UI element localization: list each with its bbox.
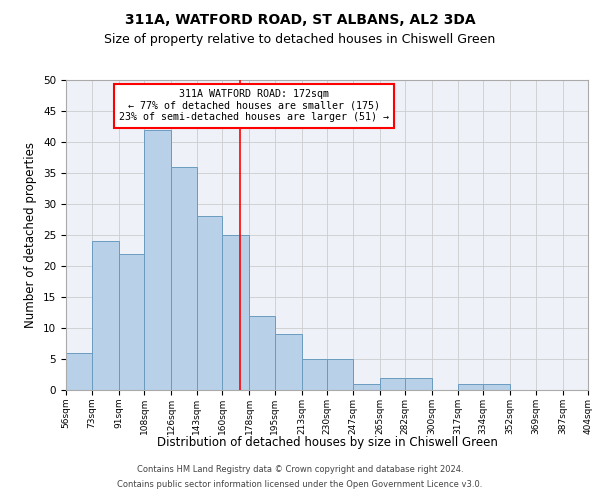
- Bar: [353, 384, 380, 390]
- Text: 311A, WATFORD ROAD, ST ALBANS, AL2 3DA: 311A, WATFORD ROAD, ST ALBANS, AL2 3DA: [125, 12, 475, 26]
- Text: Contains HM Land Registry data © Crown copyright and database right 2024.: Contains HM Land Registry data © Crown c…: [137, 465, 463, 474]
- Bar: [171, 167, 197, 390]
- Bar: [66, 353, 91, 390]
- Bar: [197, 216, 222, 390]
- Bar: [249, 316, 275, 390]
- Bar: [275, 334, 302, 390]
- Bar: [483, 384, 510, 390]
- Bar: [302, 359, 327, 390]
- Text: Contains public sector information licensed under the Open Government Licence v3: Contains public sector information licen…: [118, 480, 482, 489]
- Text: 311A WATFORD ROAD: 172sqm
← 77% of detached houses are smaller (175)
23% of semi: 311A WATFORD ROAD: 172sqm ← 77% of detac…: [119, 90, 389, 122]
- Bar: [222, 235, 249, 390]
- Bar: [380, 378, 405, 390]
- Text: Size of property relative to detached houses in Chiswell Green: Size of property relative to detached ho…: [104, 32, 496, 46]
- Bar: [144, 130, 171, 390]
- Bar: [119, 254, 144, 390]
- Bar: [405, 378, 432, 390]
- Y-axis label: Number of detached properties: Number of detached properties: [25, 142, 37, 328]
- Bar: [327, 359, 353, 390]
- Bar: [458, 384, 483, 390]
- Bar: [91, 241, 119, 390]
- Text: Distribution of detached houses by size in Chiswell Green: Distribution of detached houses by size …: [157, 436, 497, 449]
